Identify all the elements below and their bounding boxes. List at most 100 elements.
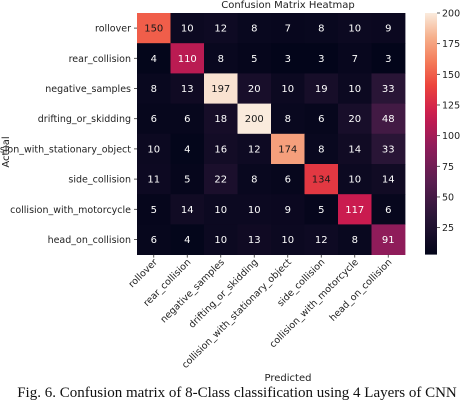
cell-value-label: 7: [352, 54, 358, 65]
heatmap-cell: [204, 164, 238, 195]
y-tick-label: drifting_or_skidding: [38, 114, 131, 125]
heatmap-cell: [338, 164, 372, 195]
cell-value-label: 6: [385, 205, 391, 216]
heatmap-cell: [304, 164, 339, 195]
cell-value-label: 6: [184, 114, 190, 125]
cell-value-label: 6: [285, 175, 291, 186]
y-tick-label: head_on_collision: [48, 235, 131, 246]
cell-value-label: 9: [385, 24, 391, 35]
heatmap-cell: [237, 164, 272, 195]
cell-value-label: 8: [285, 114, 291, 125]
heatmap-cell: [304, 43, 339, 74]
y-tick-label: negative_samples: [45, 84, 131, 95]
cell-value-label: 22: [214, 175, 227, 186]
heatmap-cell: [170, 13, 205, 44]
heatmap-cell: [204, 103, 238, 135]
cell-value-label: 6: [318, 114, 324, 125]
heatmap-cell: [137, 43, 171, 74]
cell-value-label: 10: [214, 205, 227, 216]
x-tick-labels: rolloverrear_collisionnegative_samplesdr…: [127, 254, 395, 371]
heatmap-cell: [237, 73, 272, 104]
heatmap-cell: [371, 224, 406, 255]
heatmap-cell: [304, 133, 339, 165]
cell-value-label: 4: [151, 54, 157, 65]
cell-value-label: 3: [318, 54, 324, 65]
cell-value-label: 16: [214, 144, 227, 155]
heatmap-value-labels: 150 10 12 8 7 8 10 94 110 8 5 3 3 7 38 13 197 20 10 19 10 336…: [144, 24, 394, 246]
heatmap-cell: [371, 164, 406, 195]
x-tick-label: rollover: [127, 257, 160, 290]
cell-value-label: 5: [184, 175, 190, 186]
cell-value-label: 134: [312, 175, 331, 186]
heatmap-cell: [271, 224, 305, 255]
colorbar-tick-label: 100: [442, 131, 460, 142]
colorbar-tick-label: 150: [442, 70, 460, 81]
heatmap-cell: [371, 133, 406, 165]
heatmap-cell: [271, 133, 305, 165]
heatmap-cell: [271, 43, 305, 74]
cell-value-label: 8: [218, 54, 224, 65]
cell-value-label: 14: [181, 205, 194, 216]
heatmap-cell: [237, 194, 272, 225]
heatmap-cell: [204, 224, 238, 255]
cell-value-label: 19: [315, 84, 328, 95]
cell-value-label: 117: [345, 205, 364, 216]
y-tick-label: collision_with_stationary_object: [0, 144, 131, 155]
cell-value-label: 10: [348, 175, 361, 186]
cell-value-label: 48: [382, 114, 395, 125]
heatmap-cell: [371, 103, 406, 135]
cell-value-label: 10: [281, 84, 294, 95]
heatmap-cell: [170, 43, 205, 74]
cell-value-label: 12: [214, 24, 227, 35]
cell-value-label: 20: [348, 114, 361, 125]
cell-value-label: 200: [245, 114, 264, 125]
heatmap-cell: [137, 73, 171, 104]
x-tick-label: head_on_collision: [328, 257, 395, 324]
cell-value-label: 13: [181, 84, 194, 95]
heatmap-cell: [237, 224, 272, 255]
colorbar-tick-label: 175: [442, 39, 460, 50]
heatmap-cell: [204, 194, 238, 225]
heatmap-cell: [304, 13, 339, 44]
heatmap-cells: [137, 13, 406, 255]
heatmap-cell: [204, 73, 238, 104]
heatmap-cell: [137, 164, 171, 195]
heatmap-cell: [338, 43, 372, 74]
colorbar-gradient: [425, 13, 437, 255]
figure-caption: Fig. 6. Confusion matrix of 8-Class clas…: [17, 385, 457, 401]
cell-value-label: 20: [248, 84, 261, 95]
heatmap-cell: [170, 133, 205, 165]
heatmap-cell: [271, 194, 305, 225]
cell-value-label: 12: [248, 144, 261, 155]
cell-value-label: 18: [214, 114, 227, 125]
cell-value-label: 8: [251, 24, 257, 35]
cell-value-label: 3: [385, 54, 391, 65]
heatmap-cell: [338, 13, 372, 44]
heatmap-cell: [237, 103, 272, 135]
heatmap-cell: [137, 103, 171, 135]
heatmap-cell: [237, 43, 272, 74]
heatmap-cell: [170, 224, 205, 255]
cell-value-label: 10: [281, 235, 294, 246]
heatmap-cell: [304, 194, 339, 225]
heatmap-cell: [271, 164, 305, 195]
heatmap-cell: [304, 224, 339, 255]
colorbar: 25 50 75 100 125 150 175 200: [425, 9, 460, 255]
x-tick-label: negative_samples: [158, 257, 226, 325]
heatmap-cell: [170, 194, 205, 225]
heatmap-cell: [170, 103, 205, 135]
cell-value-label: 33: [382, 144, 395, 155]
cell-value-label: 8: [318, 144, 324, 155]
colorbar-tick-label: 125: [442, 100, 460, 111]
heatmap-cell: [237, 133, 272, 165]
y-tick-labels: rollover rear_collision negative_samplesdr…: [0, 24, 137, 246]
cell-value-label: 8: [352, 235, 358, 246]
colorbar-tick-label: 200: [442, 9, 460, 20]
heatmap-cell: [271, 73, 305, 104]
cell-value-label: 5: [151, 205, 157, 216]
chart-title: Confusion Matrix Heatmap: [221, 0, 355, 11]
cell-value-label: 12: [315, 235, 328, 246]
cell-value-label: 150: [144, 24, 163, 35]
